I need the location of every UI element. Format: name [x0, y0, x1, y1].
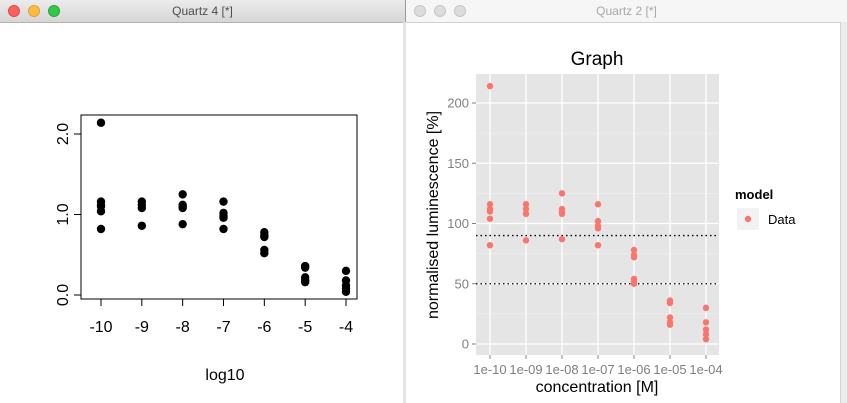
x-axis-label: concentration [M]	[536, 379, 659, 396]
x-tick-label: 1e-08	[545, 362, 578, 377]
data-point	[558, 235, 566, 243]
x-axis-label: log10	[205, 367, 244, 384]
data-point	[96, 224, 106, 234]
minimize-button[interactable]	[28, 5, 40, 17]
data-point	[486, 82, 494, 90]
legend-point	[744, 215, 752, 223]
data-point	[178, 219, 187, 229]
base-scatter-plot: -10 -9 -8 -7 -6 -5 -4 0.0 1.0 2.0 log10	[55, 114, 358, 384]
data-point	[96, 207, 106, 216]
data-point	[558, 210, 566, 218]
data-point	[522, 237, 530, 244]
x-tick-label: -5	[298, 319, 312, 336]
data-point	[522, 210, 530, 218]
y-tick-label: 150	[447, 156, 469, 171]
quartz-window-right: Quartz 2 [*] Graph 0 50 100 150 200 1e-10 1e-…	[406, 0, 847, 403]
close-button[interactable]	[414, 5, 426, 17]
data-point	[594, 241, 602, 249]
data-point	[594, 225, 602, 232]
data-points	[96, 118, 351, 296]
data-point	[486, 208, 494, 215]
x-tick-label: -9	[135, 319, 149, 336]
data-point	[96, 118, 106, 127]
y-tick-label: 2.0	[55, 123, 72, 145]
minimize-button[interactable]	[434, 5, 446, 17]
data-point	[666, 321, 674, 328]
x-tick-label: -7	[216, 319, 230, 336]
x-tick-label: 1e-06	[617, 362, 650, 377]
legend-entry: Data	[768, 212, 796, 227]
data-point	[260, 248, 269, 258]
data-point	[630, 246, 638, 254]
x-tick-label: -6	[257, 319, 271, 336]
data-point	[666, 314, 674, 321]
window-title: Quartz 4 [*]	[172, 4, 233, 18]
data-point	[178, 203, 187, 213]
data-points	[486, 82, 710, 343]
legend: model Data	[735, 187, 796, 230]
data-point	[178, 190, 187, 199]
x-tick-label: 1e-05	[653, 362, 686, 377]
y-axis: 0 50 100 150 200	[447, 96, 476, 352]
data-point	[630, 254, 638, 261]
x-axis: -10 -9 -8 -7 -6 -5 -4	[89, 298, 353, 336]
x-axis: 1e-10 1e-09 1e-08 1e-07 1e-06 1e-05 1e-04	[473, 355, 723, 377]
data-point	[702, 335, 710, 343]
data-point	[341, 266, 351, 276]
data-point	[702, 304, 710, 312]
data-point	[219, 224, 228, 234]
legend-title: model	[735, 187, 773, 202]
x-tick-label: 1e-04	[689, 362, 722, 377]
data-point	[522, 205, 530, 213]
data-point	[137, 203, 147, 213]
window-title: Quartz 2 [*]	[596, 4, 657, 18]
y-axis: 0.0 1.0 2.0	[55, 123, 82, 306]
data-point	[300, 263, 310, 272]
data-point	[341, 287, 351, 296]
data-point	[486, 215, 494, 222]
y-tick-label: 200	[447, 96, 469, 111]
data-point	[486, 201, 494, 208]
data-point	[522, 201, 530, 208]
data-point	[558, 190, 566, 197]
y-tick-label: 50	[455, 276, 469, 291]
data-point	[486, 241, 494, 249]
data-point	[594, 217, 602, 225]
data-point	[666, 299, 674, 307]
data-point	[702, 326, 710, 333]
chart-title: Graph	[571, 49, 624, 70]
data-point	[219, 197, 228, 206]
y-axis-label: normalised luminescence [%]	[425, 111, 442, 319]
window-edge	[840, 22, 847, 403]
x-tick-label: 1e-09	[509, 362, 542, 377]
title-bar[interactable]: Quartz 4 [*]	[0, 0, 405, 23]
x-tick-label: -10	[89, 319, 112, 336]
data-point	[260, 232, 269, 242]
data-point	[594, 201, 602, 208]
zoom-button[interactable]	[48, 5, 60, 17]
window-edge	[403, 22, 406, 403]
x-tick-label: -8	[176, 319, 190, 336]
y-tick-label: 0.0	[55, 284, 72, 306]
data-point	[702, 319, 710, 326]
threshold-lines	[476, 234, 719, 285]
x-tick-label: 1e-07	[581, 362, 614, 377]
data-point	[702, 331, 710, 338]
x-tick-label: -4	[339, 319, 353, 336]
data-point	[300, 277, 310, 287]
zoom-button[interactable]	[454, 5, 466, 17]
x-tick-label: 1e-10	[473, 362, 506, 377]
y-tick-label: 1.0	[55, 203, 72, 225]
data-point	[630, 280, 638, 287]
plot-box	[80, 114, 358, 300]
title-bar[interactable]: Quartz 2 [*]	[406, 0, 847, 23]
y-tick-label: 0	[462, 337, 469, 352]
quartz-window-left: Quartz 4 [*] -10 -9 -8 -7 -6 -5 -4 0.0 1.0 2.0 l…	[0, 0, 406, 403]
data-point	[219, 213, 228, 222]
close-button[interactable]	[8, 5, 20, 17]
y-tick-label: 100	[447, 216, 469, 231]
data-point	[137, 221, 147, 230]
